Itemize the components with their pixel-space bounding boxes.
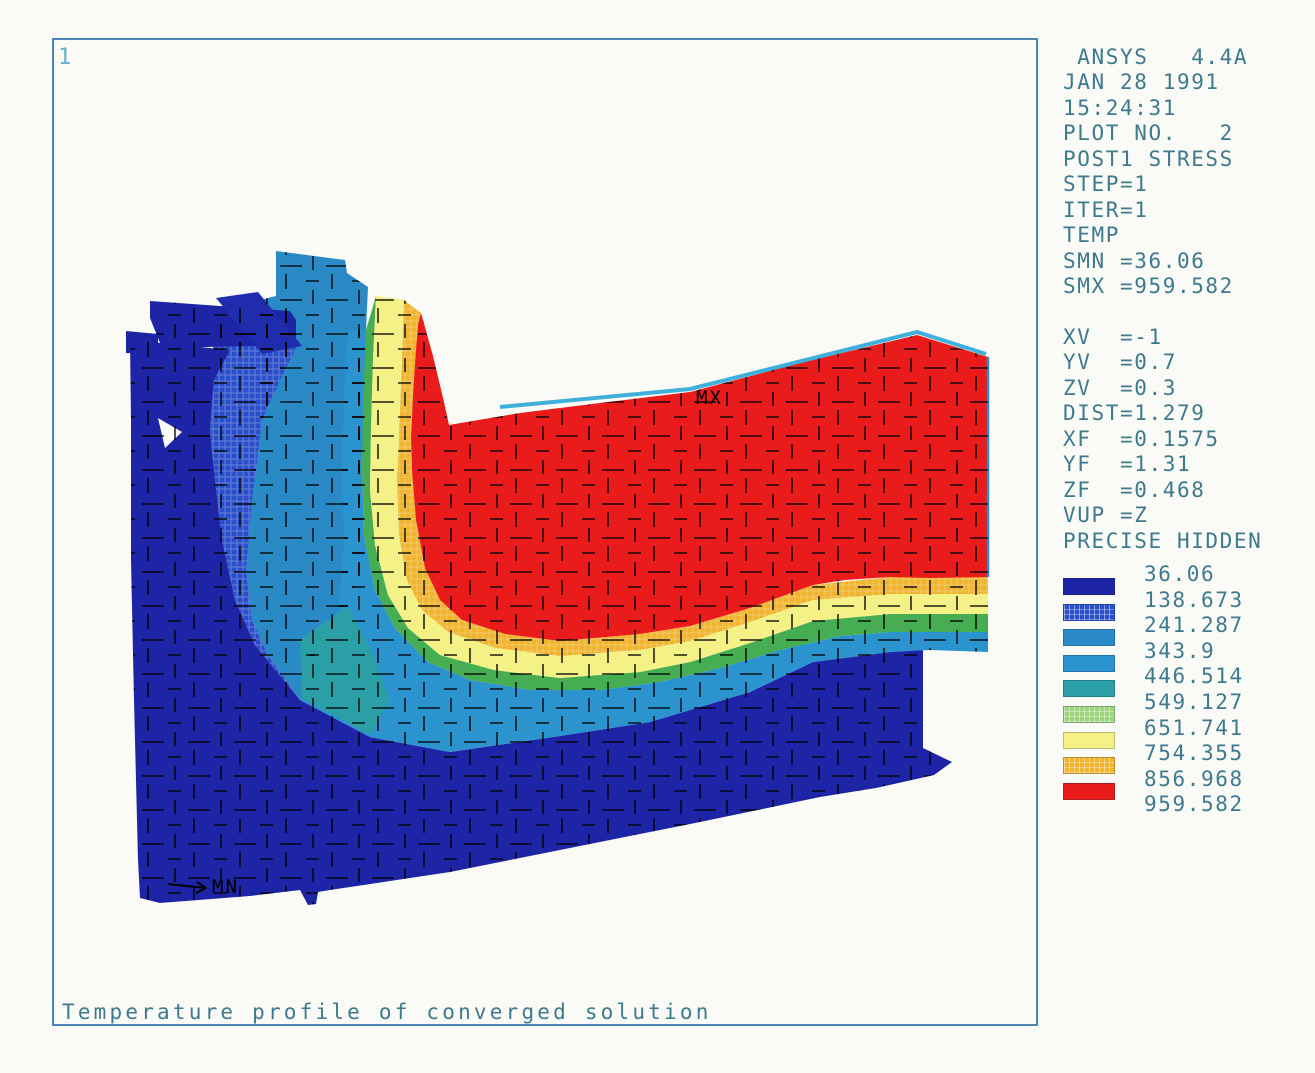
info-line: SMN =36.06 (1063, 248, 1206, 273)
legend-value: 138.673 (1144, 587, 1244, 612)
plot-frame-border (52, 38, 1038, 1026)
legend-swatch (1063, 578, 1115, 595)
analysis-info-block: ANSYS 4.4A JAN 28 1991 15:24:31 PLOT NO.… (1063, 45, 1248, 300)
window-number: 1 (58, 45, 74, 70)
legend-value: 446.514 (1144, 664, 1244, 689)
view-line: YV =0.7 (1063, 350, 1177, 375)
view-settings-block: XV =-1 YV =0.7 ZV =0.3 DIST=1.279 XF =0.… (1063, 325, 1262, 554)
view-line: YF =1.31 (1063, 452, 1192, 477)
legend-swatch (1063, 782, 1115, 800)
view-line: ZF =0.468 (1063, 477, 1206, 502)
legend-swatch (1063, 629, 1115, 647)
legend-value: 343.9 (1144, 638, 1216, 663)
legend-value: 856.968 (1144, 766, 1244, 791)
max-temp-marker: MX (696, 387, 723, 409)
min-temp-marker: MN (212, 876, 239, 898)
info-line: POST1 STRESS (1063, 146, 1234, 171)
legend-value: 754.355 (1144, 741, 1244, 766)
view-line: ZV =0.3 (1063, 375, 1177, 400)
view-line: PRECISE HIDDEN (1063, 528, 1263, 553)
min-marker-leader-line (167, 881, 207, 894)
view-line: VUP =Z (1063, 503, 1149, 528)
plot-caption: Temperature profile of converged solutio… (62, 1000, 712, 1024)
info-line: 15:24:31 (1063, 95, 1177, 120)
legend-value: 651.741 (1144, 715, 1244, 740)
legend-value: 549.127 (1144, 690, 1244, 714)
trough-top-edge-strip (499, 329, 987, 409)
view-line: DIST=1.279 (1063, 401, 1206, 426)
info-line: SMX =959.582 (1063, 274, 1234, 299)
info-line: JAN 28 1991 (1063, 70, 1220, 95)
legend-value: 241.287 (1144, 613, 1244, 638)
legend-swatch (1063, 654, 1115, 672)
legend-value: 36.06 (1144, 562, 1216, 586)
info-line: PLOT NO. 2 (1063, 121, 1234, 146)
legend-swatch (1063, 680, 1115, 698)
info-line: ITER=1 (1063, 197, 1149, 222)
info-line: STEP=1 (1063, 172, 1149, 197)
legend-swatch (1063, 603, 1115, 621)
info-line: TEMP (1063, 223, 1120, 248)
view-line: XV =-1 (1063, 325, 1163, 349)
mesh-lines (130, 251, 988, 905)
legend-swatch (1063, 757, 1115, 775)
legend-value: 959.582 (1144, 792, 1244, 817)
legend-swatch (1063, 731, 1115, 749)
legend-swatch (1063, 706, 1115, 723)
info-line: ANSYS 4.4A (1063, 45, 1249, 69)
view-line: XF =0.1575 (1063, 426, 1220, 451)
